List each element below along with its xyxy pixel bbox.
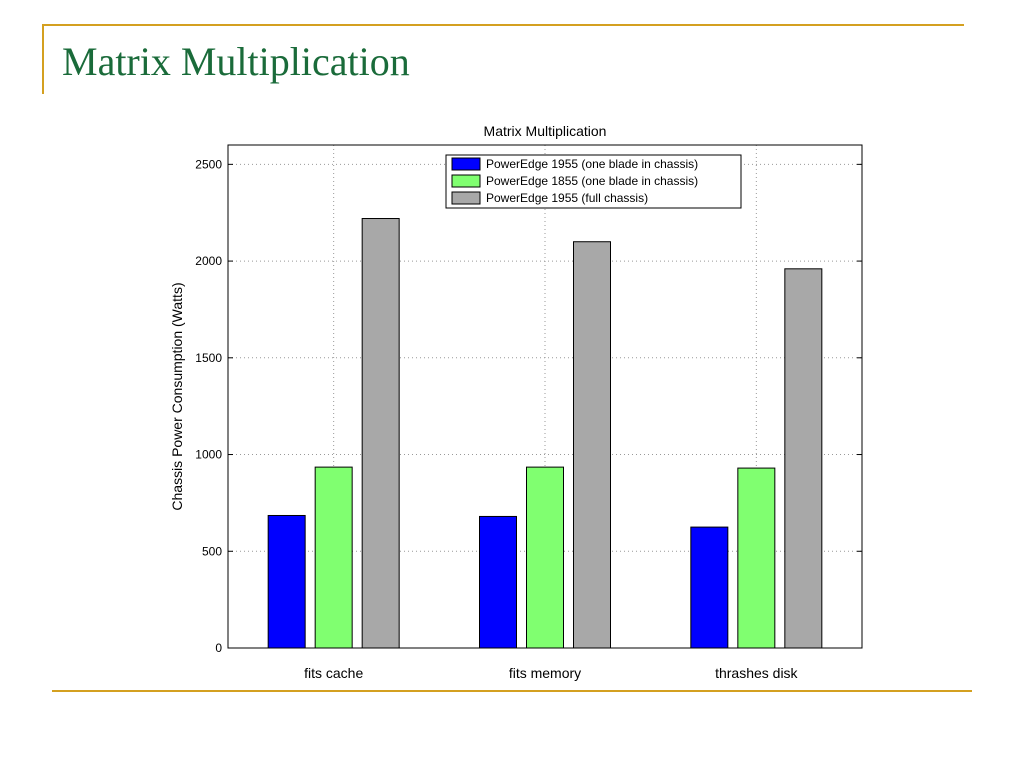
x-tick-label: thrashes disk (715, 665, 798, 681)
title-accent-bar (42, 24, 44, 94)
bar (361, 218, 400, 649)
bar (314, 466, 353, 649)
slide-title: Matrix Multiplication (62, 39, 410, 84)
y-tick-label: 2500 (195, 157, 222, 171)
legend-label: PowerEdge 1955 (full chassis) (486, 191, 648, 205)
y-tick-label: 1000 (195, 448, 222, 462)
legend-label: PowerEdge 1955 (one blade in chassis) (486, 157, 698, 171)
plot-frame (227, 144, 863, 649)
bottom-accent-line (52, 690, 972, 692)
top-accent-line (42, 24, 964, 26)
bar (267, 514, 306, 649)
legend-box (445, 154, 742, 209)
x-tick-label: fits cache (304, 665, 363, 681)
legend-label: PowerEdge 1855 (one blade in chassis) (486, 174, 698, 188)
bar (784, 268, 823, 649)
x-tick-label: fits memory (509, 665, 581, 681)
bar (526, 466, 564, 649)
y-tick-label: 2000 (195, 254, 222, 268)
bar (479, 515, 517, 649)
legend-swatch (451, 191, 481, 205)
chart-title: Matrix Multiplication (484, 123, 607, 139)
y-tick-label: 0 (215, 641, 222, 655)
legend-swatch (451, 157, 481, 171)
bar (573, 241, 611, 649)
bar (690, 526, 729, 649)
legend-swatch (451, 174, 481, 188)
y-tick-label: 500 (202, 544, 222, 558)
y-axis-label: Chassis Power Consumption (Watts) (169, 282, 185, 510)
y-tick-label: 1500 (195, 351, 222, 365)
bar (737, 467, 776, 649)
